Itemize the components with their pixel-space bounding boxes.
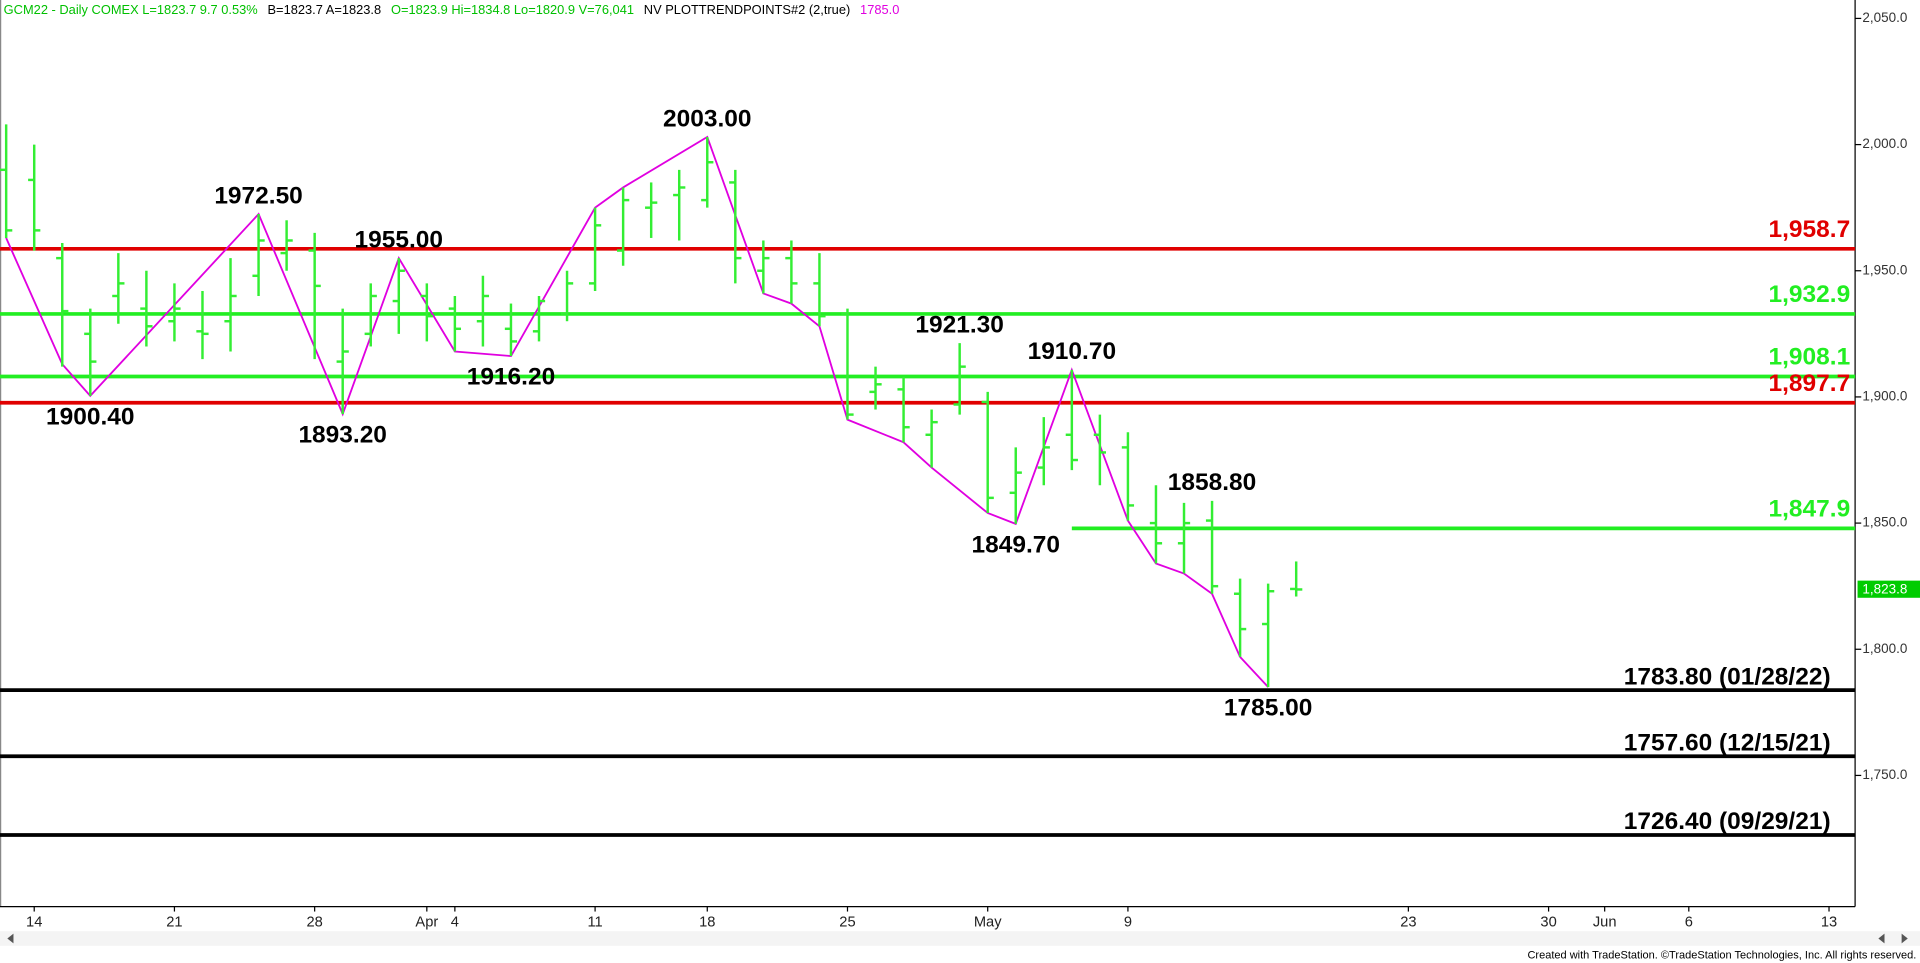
level-label: 1,897.7 — [1769, 370, 1851, 397]
trend-line — [5, 135, 1269, 688]
y-tick-label: 1,950.0 — [1862, 262, 1907, 277]
pivot-label: 1785.00 — [1224, 695, 1312, 722]
x-tick-label: May — [974, 914, 1002, 930]
x-tick-label: Jun — [1593, 914, 1617, 930]
x-tick-label: 21 — [166, 914, 182, 930]
scroll-track[interactable] — [0, 931, 1920, 946]
x-tick-label: 25 — [839, 914, 855, 930]
pivot-label: 1858.80 — [1168, 469, 1256, 496]
x-tick-label: 28 — [306, 914, 322, 930]
y-tick-label: 1,850.0 — [1862, 515, 1907, 530]
x-tick-label: 11 — [587, 914, 602, 930]
pivot-label: 1972.50 — [214, 182, 302, 209]
pivot-label: 1893.20 — [298, 422, 386, 449]
y-tick-label: 2,000.0 — [1862, 136, 1907, 151]
pivot-label: 1910.70 — [1028, 338, 1116, 365]
x-tick-label: 13 — [1821, 914, 1837, 930]
x-tick-label: Apr — [415, 914, 438, 930]
x-tick-label: 18 — [699, 914, 715, 930]
header: GCM22 - Daily COMEX L=1823.7 9.7 0.53% B=… — [4, 2, 900, 17]
x-tick-label: 6 — [1685, 914, 1693, 930]
level-label: 1783.80 (01/28/22) — [1624, 663, 1831, 690]
level-label: 1,958.7 — [1769, 216, 1851, 243]
y-tick-label: 1,800.0 — [1862, 641, 1907, 656]
x-tick-label: 9 — [1124, 914, 1132, 930]
x-tick-label: 4 — [451, 914, 459, 930]
pivot-label: 1916.20 — [467, 364, 555, 391]
header-item: 1785.0 — [860, 2, 899, 17]
scroll-left-end[interactable] — [1878, 933, 1885, 944]
header-item: B=1823.7 A=1823.8 — [267, 2, 381, 17]
x-tick-label: 30 — [1540, 914, 1556, 930]
pivot-label: 1849.70 — [972, 531, 1060, 558]
y-tick-label: 1,900.0 — [1862, 388, 1907, 403]
level-label: 1726.40 (09/29/21) — [1624, 808, 1831, 835]
y-tick-label: 2,050.0 — [1862, 10, 1907, 25]
level-label: 1,908.1 — [1769, 344, 1851, 371]
last-price-box — [1857, 580, 1920, 598]
pivot-label: 2003.00 — [663, 105, 751, 132]
header-item: NV PLOTTRENDPOINTS#2 (2,true) — [644, 2, 850, 17]
footer: Created with TradeStation. ©TradeStation… — [1527, 950, 1916, 962]
scroll-left[interactable] — [7, 933, 14, 944]
level-label: 1,847.9 — [1769, 495, 1851, 522]
pivot-label: 1900.40 — [46, 403, 134, 430]
scroll-right[interactable] — [1901, 933, 1908, 944]
x-tick-label: 23 — [1400, 914, 1416, 930]
level-label: 1,932.9 — [1769, 281, 1851, 308]
y-tick-label: 1,750.0 — [1862, 767, 1907, 782]
x-tick-label: 14 — [26, 914, 42, 930]
header-item: GCM22 - Daily COMEX L=1823.7 9.7 0.53% — [4, 2, 258, 17]
level-label: 1757.60 (12/15/21) — [1624, 729, 1831, 756]
header-item: O=1823.9 Hi=1834.8 Lo=1820.9 V=76,041 — [391, 2, 634, 17]
pivot-label: 1921.30 — [915, 311, 1003, 338]
pivot-label: 1955.00 — [355, 226, 443, 253]
last-price-label: 1,823.8 — [1862, 581, 1907, 596]
scrollbar[interactable] — [0, 931, 1920, 946]
